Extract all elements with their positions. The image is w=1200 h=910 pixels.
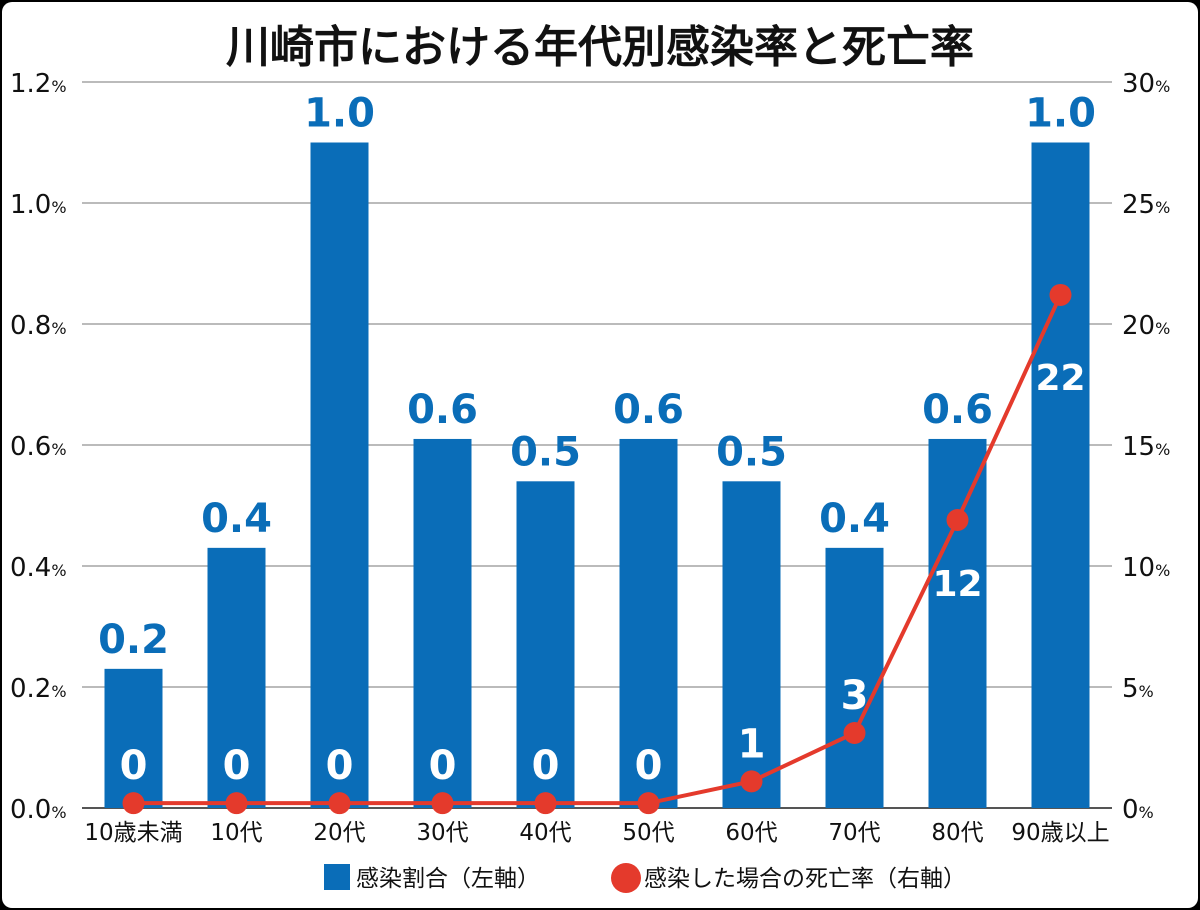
left-tick-label: 0.2% xyxy=(10,674,67,704)
death-rate-point xyxy=(946,509,969,532)
left-tick-label: 1.2% xyxy=(10,69,67,99)
death-rate-label: 0 xyxy=(326,743,354,789)
death-rate-label: 12 xyxy=(932,564,982,605)
left-tick-label: 0.0% xyxy=(10,795,67,825)
death-rate-label: 0 xyxy=(532,743,560,789)
right-tick-label: 10% xyxy=(1122,553,1170,583)
bar-value-label: 1.0 xyxy=(304,91,375,137)
bar-value-label: 0.6 xyxy=(613,387,684,433)
bar xyxy=(104,668,163,808)
death-rate-line xyxy=(133,294,1063,806)
death-rate-point xyxy=(431,792,454,815)
category-label: 70代 xyxy=(828,820,880,846)
legend-bar-swatch xyxy=(324,864,350,890)
bar xyxy=(619,438,678,808)
right-tick-label: 0% xyxy=(1122,795,1154,825)
category-label: 90歳以上 xyxy=(1011,820,1109,846)
left-tick-label: 1.0% xyxy=(10,190,67,220)
death-rate-label: 1 xyxy=(738,721,766,767)
bar-value-label: 0.2 xyxy=(98,617,169,663)
category-label: 30代 xyxy=(416,820,468,846)
death-rate-point xyxy=(637,792,660,815)
right-tick-label: 15% xyxy=(1122,432,1170,462)
bar xyxy=(413,438,472,808)
death-rate-point xyxy=(225,792,248,815)
category-label: 10代 xyxy=(210,820,262,846)
left-tick-label: 0.6% xyxy=(10,432,67,462)
legend-bar-label: 感染割合（左軸） xyxy=(356,866,540,892)
bar-value-label: 1.0 xyxy=(1025,91,1096,137)
left-tick-label: 0.8% xyxy=(10,311,67,341)
bar-value-label: 0.5 xyxy=(510,429,581,475)
death-rate-label: 22 xyxy=(1035,358,1085,399)
bar xyxy=(722,481,781,808)
category-label: 60代 xyxy=(725,820,777,846)
right-tick-label: 5% xyxy=(1122,674,1154,704)
bar xyxy=(207,547,266,808)
death-rate-label: 0 xyxy=(635,743,663,789)
legend-line-swatch xyxy=(611,863,641,893)
category-label: 20代 xyxy=(313,820,365,846)
bar xyxy=(516,481,575,808)
death-rate-point xyxy=(843,721,866,744)
right-tick-label: 20% xyxy=(1122,311,1170,341)
category-label: 40代 xyxy=(519,820,571,846)
death-rate-point xyxy=(740,770,763,793)
death-rate-label: 0 xyxy=(120,743,148,789)
legend: 感染割合（左軸） 感染した場合の死亡率（右軸） xyxy=(324,863,966,893)
bar-value-label: 0.6 xyxy=(407,387,478,433)
left-tick-label: 0.4% xyxy=(10,553,67,583)
death-rate-label: 3 xyxy=(841,673,869,719)
bar xyxy=(1031,142,1090,808)
right-tick-label: 25% xyxy=(1122,190,1170,220)
death-rate-label: 0 xyxy=(223,743,251,789)
death-rate-point xyxy=(1049,283,1072,306)
category-label: 50代 xyxy=(622,820,674,846)
category-label: 80代 xyxy=(931,820,983,846)
death-rate-point xyxy=(534,792,557,815)
category-label: 10歳未満 xyxy=(84,820,182,846)
legend-line-label: 感染した場合の死亡率（右軸） xyxy=(644,866,966,892)
bar xyxy=(825,547,884,808)
chart-title: 川崎市における年代別感染率と死亡率 xyxy=(226,22,974,73)
bar-value-label: 0.4 xyxy=(819,496,890,542)
death-rate-point xyxy=(328,792,351,815)
right-tick-label: 30% xyxy=(1122,69,1170,99)
bar-value-label: 0.5 xyxy=(716,429,787,475)
bar xyxy=(310,142,369,808)
bar-value-label: 0.6 xyxy=(922,387,993,433)
bar xyxy=(928,438,987,808)
death-rate-point xyxy=(122,792,145,815)
bar-value-label: 0.4 xyxy=(201,496,272,542)
death-rate-label: 0 xyxy=(429,743,457,789)
